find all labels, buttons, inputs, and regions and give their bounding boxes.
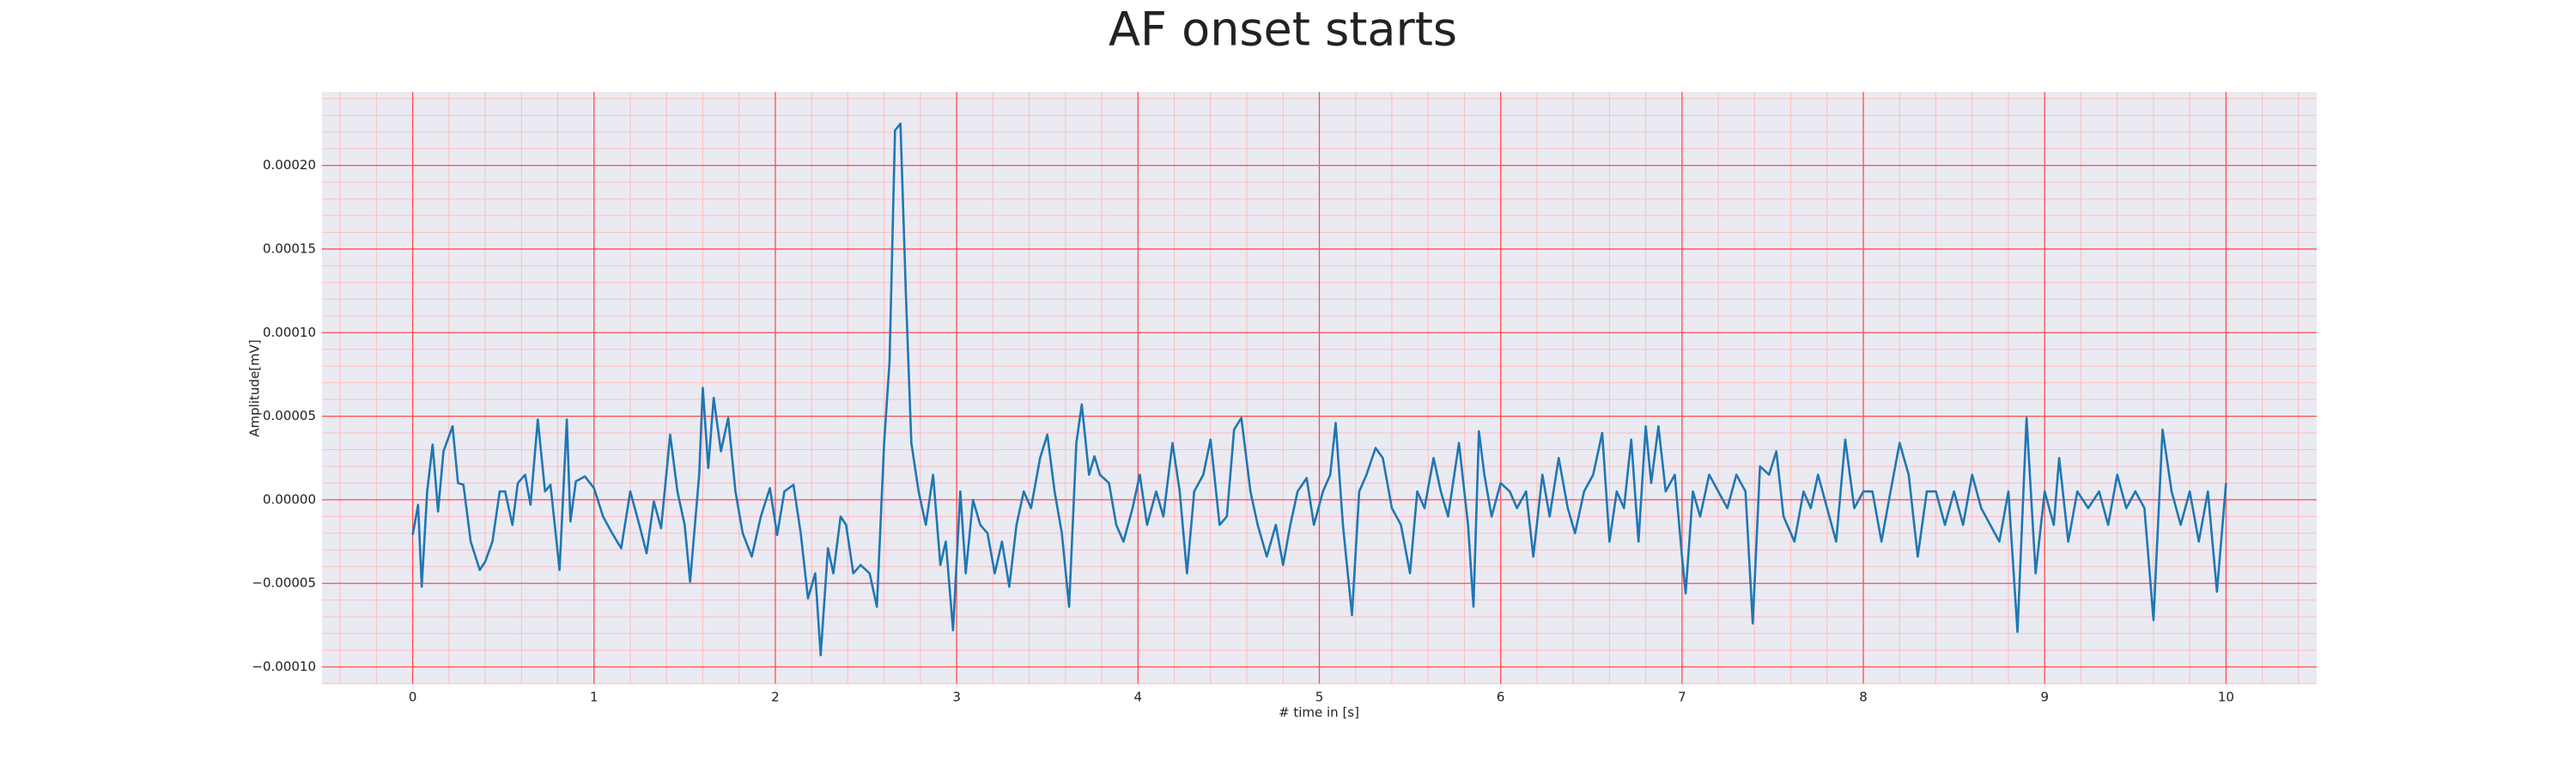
y-tick-label: −0.00005	[252, 575, 316, 591]
x-tick-label: 6	[1497, 690, 1505, 705]
x-tick-label: 9	[2040, 690, 2049, 705]
y-tick-label: −0.00010	[252, 659, 316, 674]
x-tick-label: 10	[2218, 690, 2234, 705]
x-tick-label: 1	[590, 690, 598, 705]
y-tick-label: 0.00010	[263, 325, 316, 340]
signal-line	[411, 122, 2227, 657]
x-tick-label: 0	[409, 690, 417, 705]
x-tick-label: 3	[952, 690, 961, 705]
x-tick-label: 8	[1859, 690, 1868, 705]
x-tick-label: 7	[1678, 690, 1686, 705]
y-tick-label: 0.00000	[263, 491, 316, 507]
x-tick-label: 2	[771, 690, 780, 705]
y-tick-label: 0.00005	[263, 408, 316, 423]
y-tick-label: 0.00015	[263, 240, 316, 256]
chart-title: AF onset starts	[1109, 3, 1457, 57]
x-tick-label: 4	[1134, 690, 1143, 705]
y-axis-label: Amplitude[mV]	[247, 339, 263, 436]
y-tick-label: 0.00020	[263, 157, 316, 173]
x-axis-label: # time in [s]	[1279, 705, 1359, 721]
x-tick-label: 5	[1315, 690, 1324, 705]
